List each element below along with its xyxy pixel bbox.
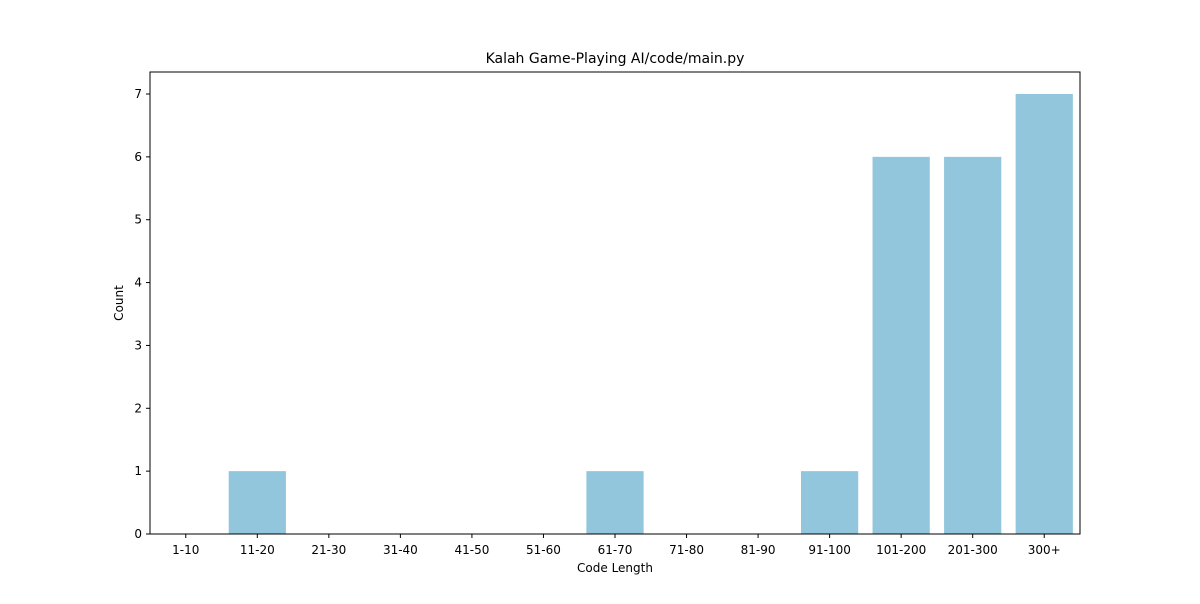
y-axis-ticks: 0 1 2 3 4 5 6 7 xyxy=(134,87,150,541)
x-tick-label: 51-60 xyxy=(526,543,561,557)
x-tick-label: 300+ xyxy=(1028,543,1061,557)
x-tick-label: 81-90 xyxy=(741,543,776,557)
chart-title: Kalah Game-Playing AI/code/main.py xyxy=(486,51,745,67)
x-tick-label: 21-30 xyxy=(311,543,346,557)
x-tick-label: 11-20 xyxy=(240,543,275,557)
x-axis-ticks: 1-10 11-20 21-30 31-40 41-50 51-60 61-70 71-80 8… xyxy=(172,534,1061,557)
x-axis-label: Code Length xyxy=(577,561,653,575)
y-axis-label: Count xyxy=(112,285,126,321)
x-tick-label: 61-70 xyxy=(598,543,633,557)
x-tick-label: 201-300 xyxy=(948,543,998,557)
y-tick-label: 5 xyxy=(134,213,142,227)
y-tick-label: 2 xyxy=(134,401,142,415)
x-tick-label: 101-200 xyxy=(876,543,926,557)
y-tick-label: 6 xyxy=(134,150,142,164)
bar-101-200 xyxy=(873,157,930,534)
y-tick-label: 7 xyxy=(134,87,142,101)
x-tick-label: 41-50 xyxy=(454,543,489,557)
y-tick-label: 1 xyxy=(134,464,142,478)
y-tick-label: 3 xyxy=(134,338,142,352)
bar-11-20 xyxy=(229,471,286,534)
bar-201-300 xyxy=(944,157,1001,534)
y-tick-label: 4 xyxy=(134,276,142,290)
x-tick-label: 31-40 xyxy=(383,543,418,557)
bar-300+ xyxy=(1016,94,1073,534)
bars-group xyxy=(229,94,1073,534)
plot-frame xyxy=(150,72,1080,534)
x-tick-label: 71-80 xyxy=(669,543,704,557)
bar-61-70 xyxy=(586,471,643,534)
bar-91-100 xyxy=(801,471,858,534)
x-tick-label: 91-100 xyxy=(808,543,851,557)
y-tick-label: 0 xyxy=(134,527,142,541)
x-tick-label: 1-10 xyxy=(172,543,199,557)
